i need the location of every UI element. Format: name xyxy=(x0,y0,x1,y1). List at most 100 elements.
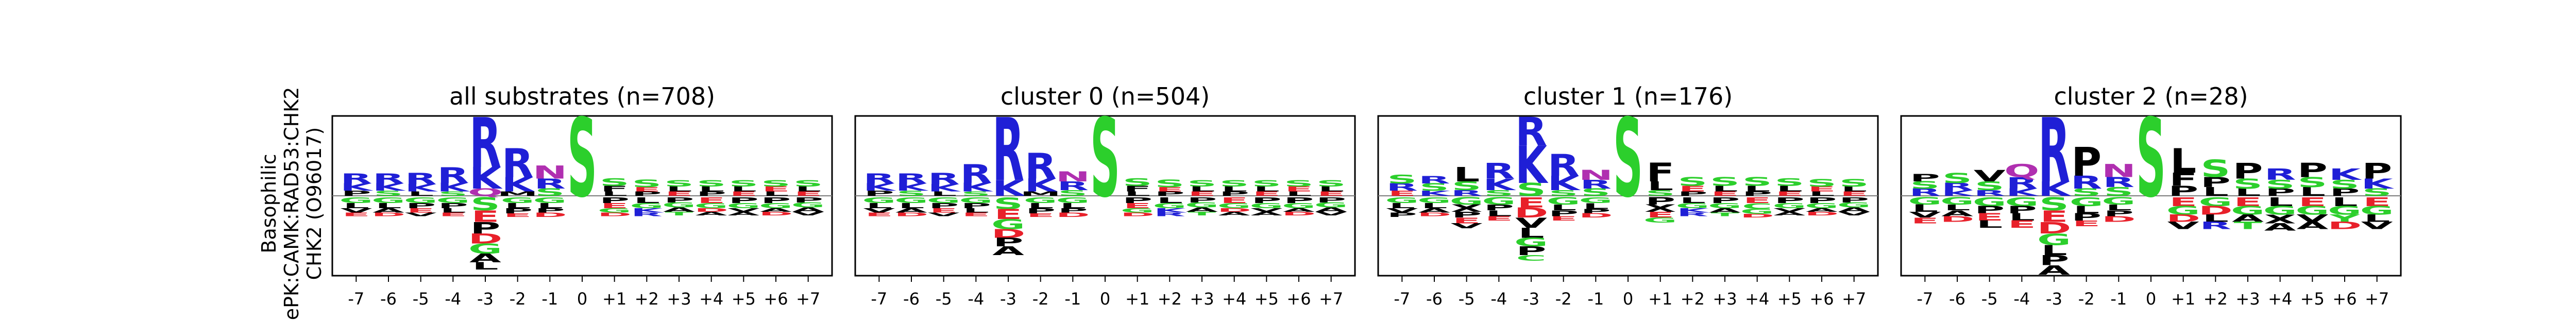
residue-letter: L xyxy=(1808,191,1835,197)
residue-letter: L xyxy=(1680,196,1706,205)
x-tick-label: +4 xyxy=(1222,289,1246,309)
x-tick-label: -3 xyxy=(477,289,494,309)
x-tick-label: -7 xyxy=(348,289,364,309)
residue-letter: S xyxy=(1975,179,2005,193)
residue-letter: S xyxy=(1807,177,1837,189)
residue-letter: L xyxy=(1421,202,1447,210)
residue-letter: R xyxy=(1974,189,2006,198)
x-tick-label: +2 xyxy=(2204,289,2228,309)
residue-letter: L xyxy=(2267,195,2293,209)
residue-letter: R xyxy=(863,171,895,187)
residue-letter: A xyxy=(2264,222,2296,233)
residue-letter: G xyxy=(2005,195,2039,209)
x-tick-label: -2 xyxy=(510,289,526,309)
residue-letter: E xyxy=(600,202,629,210)
x-tick-label: +3 xyxy=(1713,289,1737,309)
x-tick-label: +2 xyxy=(1681,289,1705,309)
residue-letter: L xyxy=(1189,185,1215,193)
residue-letter: X xyxy=(2264,212,2296,226)
residue-letter: M xyxy=(1020,191,1061,197)
residue-letter: T xyxy=(2234,220,2262,231)
residue-letter: L xyxy=(2364,213,2390,224)
residue-letter: V xyxy=(2361,220,2393,231)
residue-letter: E xyxy=(2072,219,2100,228)
residue-letter: L xyxy=(2106,203,2132,212)
x-tick-label: +7 xyxy=(1319,289,1343,309)
x-tick-label: -2 xyxy=(1032,289,1049,309)
residue-letter: E xyxy=(1285,185,1313,193)
residue-letter: E xyxy=(2298,195,2327,209)
residue-letter: L xyxy=(2331,195,2358,209)
residue-letter: V xyxy=(792,211,824,216)
residue-letter: R xyxy=(1909,187,1941,198)
residue-letter: S xyxy=(1942,171,1972,187)
x-tick-label: 0 xyxy=(577,289,587,309)
x-tick-label: +3 xyxy=(1190,289,1214,309)
residue-letter: P xyxy=(2039,252,2070,268)
residue-letter: G xyxy=(894,196,928,205)
residue-letter: E xyxy=(2234,195,2262,209)
residue-letter: L xyxy=(2299,185,2326,199)
residue-letter: D xyxy=(1217,207,1251,213)
residue-letter: S xyxy=(1839,177,1869,189)
residue-letter: R xyxy=(405,170,437,188)
residue-letter: D xyxy=(1120,212,1154,217)
residue-letter: L xyxy=(1744,184,1770,193)
residue-letter: S xyxy=(1219,178,1249,189)
residue-letter: L xyxy=(866,202,892,210)
residue-letter: K xyxy=(1548,172,1581,195)
residue-letter: R xyxy=(2006,174,2038,192)
residue-letter: G xyxy=(862,196,896,205)
residue-letter: P xyxy=(599,196,630,205)
residue-letter: R xyxy=(1057,179,1089,193)
residue-letter: L xyxy=(1060,202,1086,210)
residue-letter: G xyxy=(1908,195,1942,207)
residue-letter: D xyxy=(1417,212,1451,217)
residue-letter: P xyxy=(728,196,759,205)
residue-letter: E xyxy=(865,212,893,217)
residue-letter: E xyxy=(962,212,990,217)
residue-letter: L xyxy=(1776,184,1803,193)
residue-letter: P xyxy=(1251,196,1282,205)
residue-letter: G xyxy=(1385,196,1419,205)
residue-letter: L xyxy=(1841,185,1867,193)
residue-letter: P xyxy=(2330,187,2360,198)
residue-letter: L xyxy=(762,191,789,197)
residue-letter: G xyxy=(959,196,993,205)
residue-letter: G xyxy=(1547,195,1581,207)
residue-letter: P xyxy=(535,207,565,214)
residue-letter: A xyxy=(1709,207,1741,214)
residue-letter: A xyxy=(2038,263,2070,278)
residue-letter: S xyxy=(1284,178,1314,189)
residue-letter: S xyxy=(1419,181,1449,193)
residue-letter: P xyxy=(1742,191,1772,197)
residue-letter: L xyxy=(666,185,692,193)
residue-letter: E xyxy=(342,212,370,217)
residue-letter: G xyxy=(339,196,373,205)
residue-letter: D xyxy=(2166,213,2200,224)
residue-letter: L xyxy=(1453,163,1480,187)
residue-letter: K xyxy=(960,180,993,194)
residue-letter: G xyxy=(927,196,961,205)
residue-letter: L xyxy=(2202,185,2229,199)
residue-letter: L xyxy=(1912,203,1938,214)
residue-letter: E xyxy=(1188,191,1216,197)
residue-letter: E xyxy=(406,207,435,214)
residue-letter: V xyxy=(1909,210,1941,220)
residue-letter: S xyxy=(1677,175,1707,189)
residue-letter: L xyxy=(343,202,369,210)
residue-letter: L xyxy=(1647,179,1673,193)
residue-letter: R xyxy=(1418,174,1450,186)
residue-letter: R xyxy=(2103,175,2135,191)
residue-letter: K xyxy=(1025,175,1058,196)
residue-letter: G xyxy=(694,202,728,210)
panel-title: all substrates (n=708) xyxy=(449,82,715,110)
residue-letter: S xyxy=(1613,96,1643,222)
residue-letter: E xyxy=(1775,191,1804,197)
residue-letter: G xyxy=(1249,202,1283,210)
residue-letter: P xyxy=(1187,196,1217,204)
residue-letter: P xyxy=(1284,196,1314,205)
x-tick-label: +3 xyxy=(667,289,691,309)
residue-letter: P xyxy=(2007,204,2037,215)
x-tick-label: +5 xyxy=(1255,289,1279,309)
